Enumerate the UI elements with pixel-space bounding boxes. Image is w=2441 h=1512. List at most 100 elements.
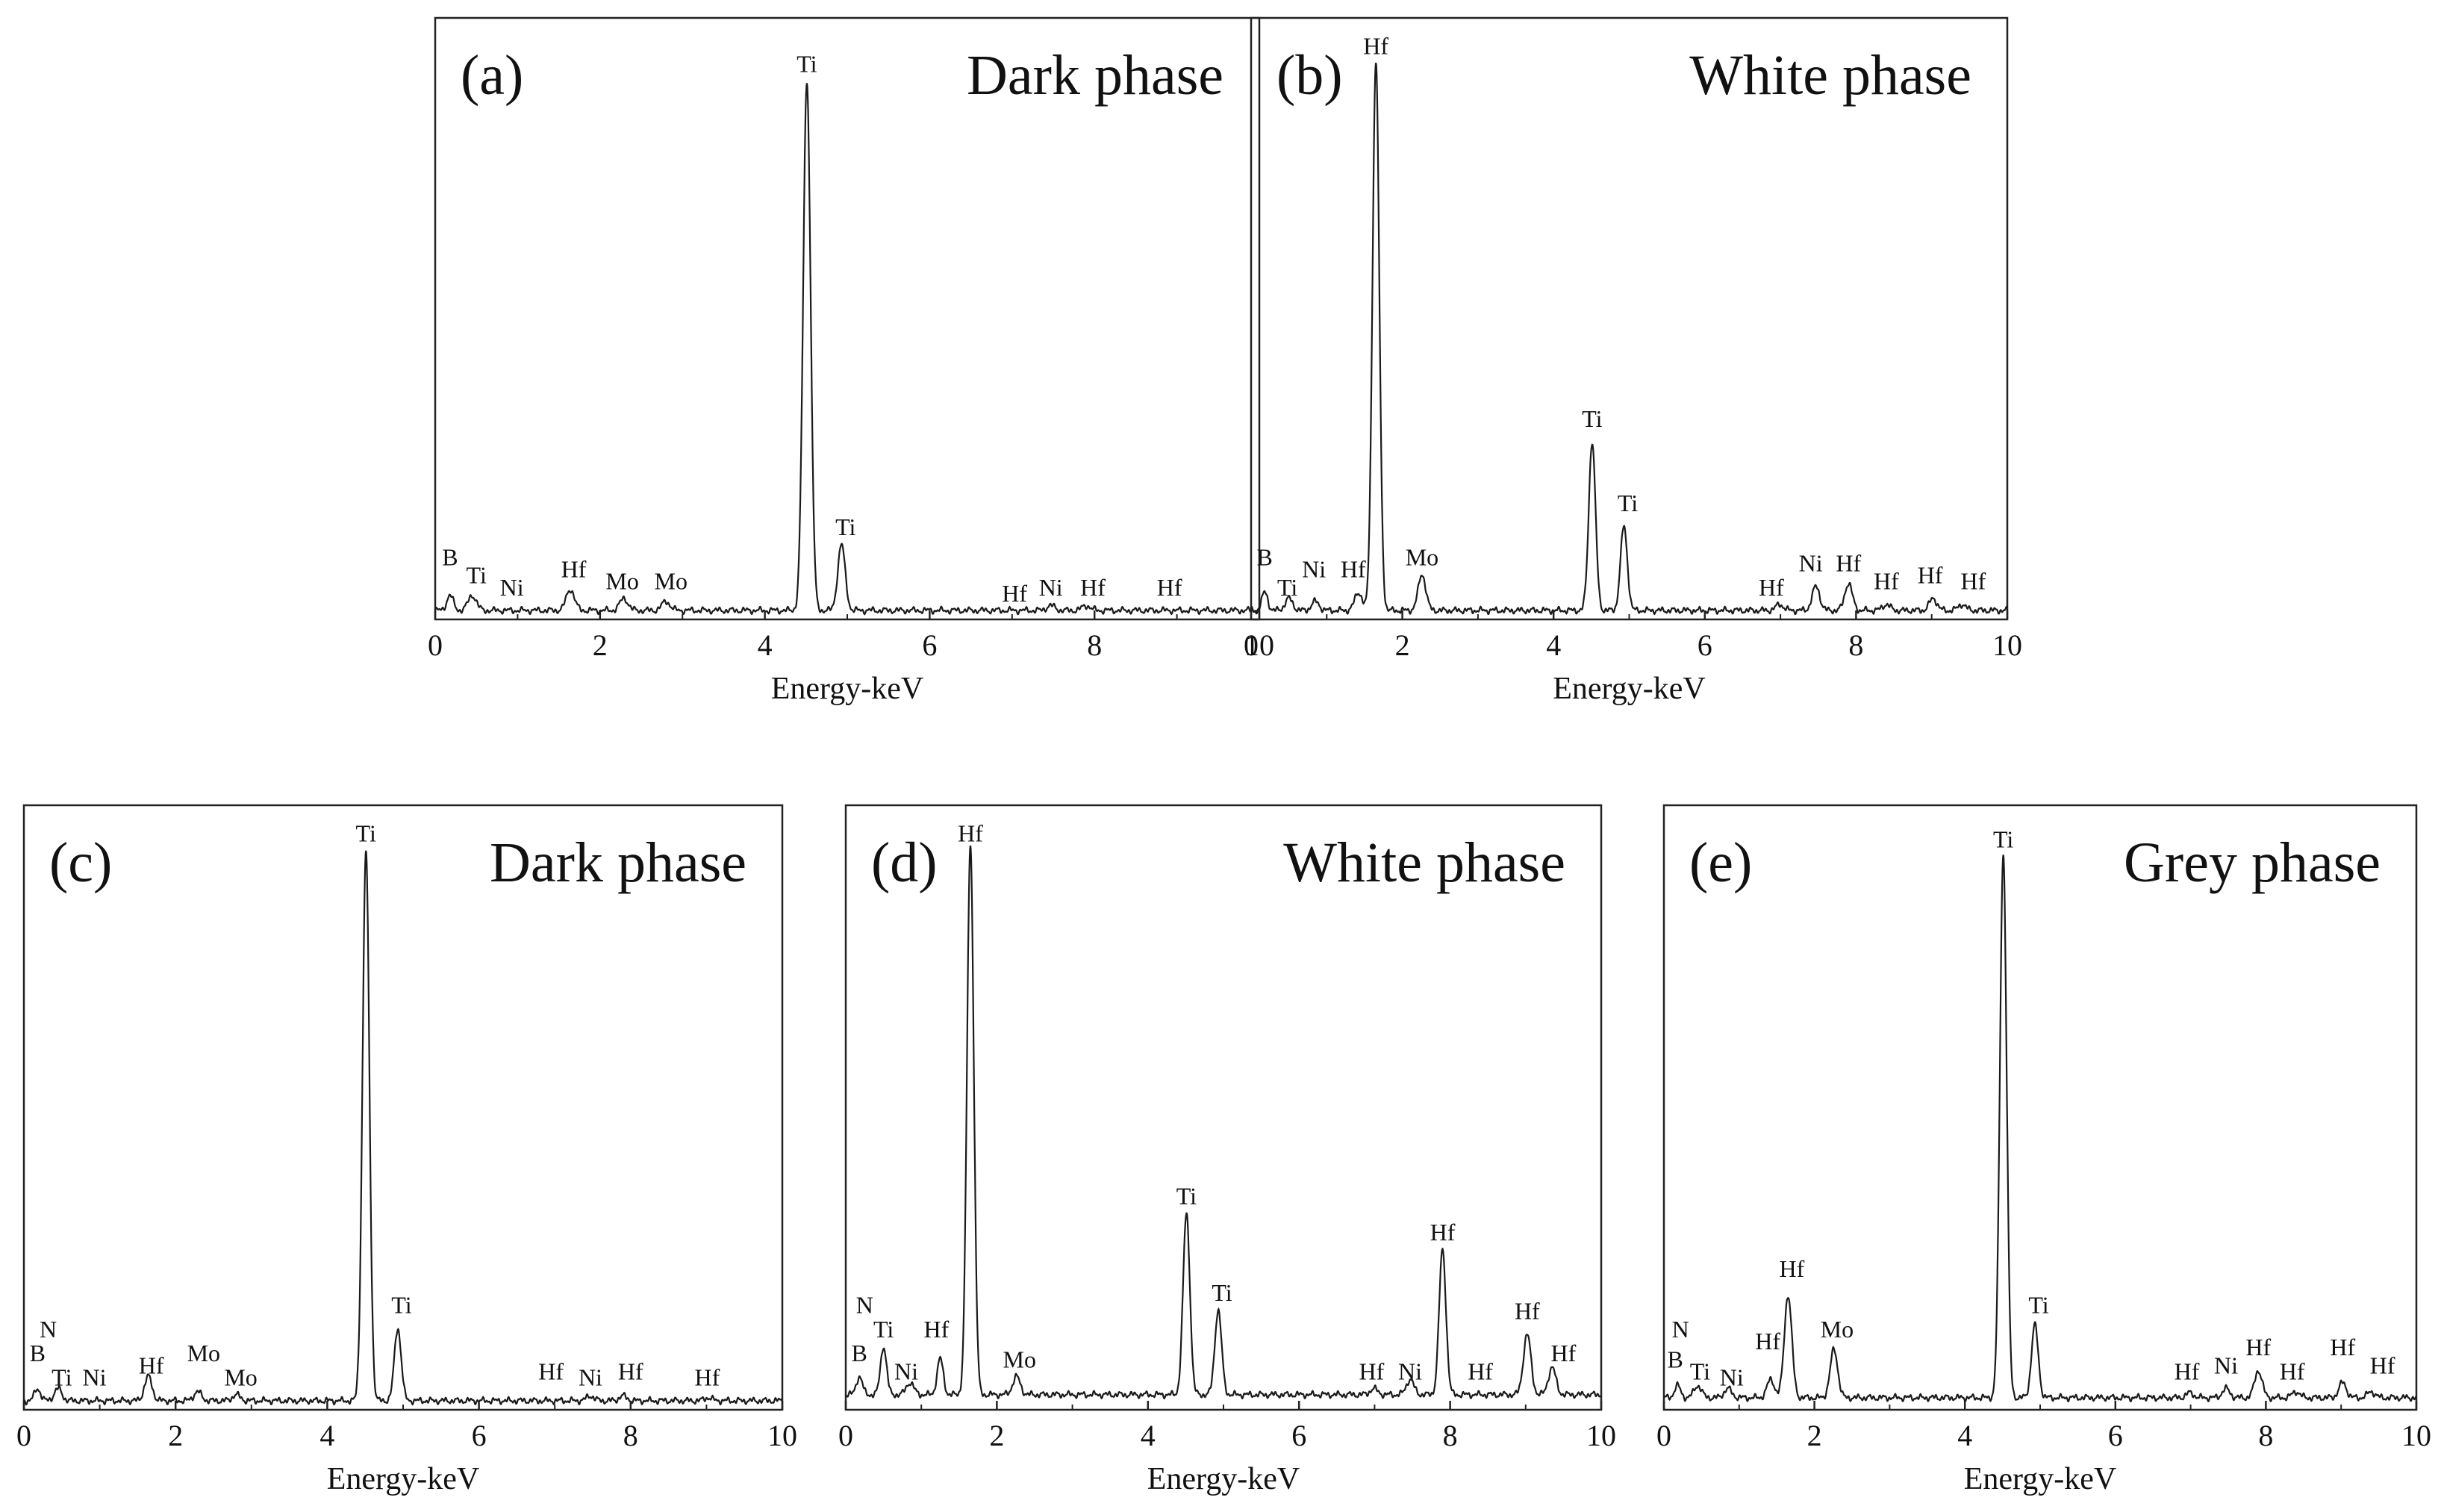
element-peak-label: Ti [1690,1358,1710,1385]
element-peak-label: B [442,543,458,570]
element-peak-label: Hf [561,556,587,583]
element-peak-label: Ti [835,513,855,540]
x-tick-label: 6 [1291,1419,1306,1452]
element-peak-label: Ni [500,574,524,601]
element-peak-label: Ti [52,1364,72,1391]
element-peak-label: Hf [695,1364,720,1391]
element-peak-label: Ni [1302,556,1326,583]
element-peak-label: Hf [1515,1298,1540,1325]
element-peak-label: Hf [1430,1219,1456,1246]
x-tick-label: 6 [1698,628,1712,662]
spectrum-line [845,845,1602,1400]
element-peak-label: B [30,1340,46,1366]
x-tick-label: 0 [838,1419,853,1452]
element-peak-label: Hf [1157,574,1182,601]
x-axis-label: Energy-keV [1553,672,1705,706]
element-peak-label: Ti [2028,1291,2048,1318]
x-tick-label: 4 [1141,1419,1156,1452]
element-peak-label: Ni [894,1358,918,1385]
element-peak-label: Ti [467,562,487,589]
element-peak-label: Ti [873,1316,894,1343]
element-peak-label: Ti [1277,574,1297,601]
x-tick-label: 4 [1546,628,1561,662]
element-peak-label: N [856,1291,873,1318]
x-axis-label: Energy-keV [771,672,923,706]
element-peak-label: Ti [1582,405,1602,432]
x-tick-label: 0 [1656,1419,1671,1452]
element-peak-label: Hf [924,1316,950,1343]
x-axis-label: Energy-keV [1147,1462,1300,1496]
x-tick-label: 0 [16,1419,31,1452]
x-tick-label: 8 [1443,1419,1458,1452]
element-peak-label: Ti [1618,490,1638,516]
element-peak-label: Ni [2214,1352,2238,1378]
plot-frame [1662,804,2418,1411]
x-tick-label: 0 [428,628,443,662]
x-axis-label: Energy-keV [1964,1462,2116,1496]
x-axis-label: Energy-keV [327,1462,479,1496]
element-peak-label: Hf [139,1352,164,1378]
x-tick-label: 0 [1244,628,1259,662]
element-peak-label: Hf [1755,1328,1780,1355]
element-peak-label: Mo [605,568,638,595]
element-peak-label: Hf [1468,1358,1493,1385]
element-peak-label: Hf [2330,1334,2355,1361]
element-peak-label: Hf [2280,1358,2305,1385]
element-peak-label: Hf [1002,580,1027,607]
x-tick-label: 6 [472,1419,487,1452]
spectrum-line [23,850,784,1406]
phase-title: White phase [1283,831,1565,894]
element-peak-label: Mo [1406,543,1438,570]
x-tick-label: 2 [593,628,608,662]
panel-label: (b) [1276,44,1343,107]
element-peak-label: Hf [1918,562,1943,589]
x-tick-label: 10 [1244,628,1274,662]
element-peak-label: Ni [1720,1364,1744,1391]
element-peak-label: Hf [1080,574,1106,601]
x-tick-label: 4 [1957,1419,1972,1452]
element-peak-label: Ni [82,1364,106,1391]
x-tick-label: 10 [2401,1419,2431,1452]
element-peak-label: Hf [1836,550,1861,577]
x-tick-label: 10 [1992,628,2022,662]
element-peak-label: B [852,1340,867,1366]
element-peak-label: Mo [224,1364,257,1391]
eds-panel-5: 0 2 4 6 8 10 Energy-keV (e) Grey phase Ti Ti Hf Mo NB… [1656,804,2431,1496]
spectrum-line [434,83,1260,616]
phase-title: Grey phase [2124,831,2381,894]
element-peak-label: Ti [1176,1183,1197,1210]
element-peak-label: Ti [1993,826,2013,853]
element-peak-label: Hf [958,820,983,847]
x-tick-label: 8 [623,1419,638,1452]
x-tick-label: 10 [1586,1419,1616,1452]
phase-title: Dark phase [490,831,746,894]
x-tick-label: 8 [1087,628,1102,662]
element-peak-label: Hf [1759,574,1784,601]
eds-panel-4: 0 2 4 6 8 10 Energy-keV (d) White phase Hf Ti Ti Hf H… [838,804,1616,1496]
element-peak-label: Ni [1398,1358,1422,1385]
element-peak-label: Hf [1551,1340,1577,1366]
x-tick-label: 2 [989,1419,1004,1452]
spectrum-line [1250,62,2009,616]
phase-title: Dark phase [967,44,1223,107]
element-peak-label: Hf [1961,568,1986,595]
element-peak-label: Hf [538,1358,564,1385]
x-tick-label: 2 [168,1419,183,1452]
x-tick-label: 8 [2258,1419,2273,1452]
element-peak-label: Hf [2370,1352,2395,1378]
x-tick-label: 4 [758,628,773,662]
panel-label: (a) [461,44,523,107]
element-peak-label: Hf [1363,32,1388,59]
plot-frame [22,804,784,1411]
element-peak-label: Hf [2245,1334,2271,1361]
element-peak-label: Hf [1874,568,1899,595]
element-peak-label: B [1667,1346,1683,1372]
eds-panel-1: 0 2 4 6 8 10 Energy-keV (a) Dark phase Ti Ti B Ti Ni H… [428,16,1274,706]
x-tick-label: 6 [2108,1419,2123,1452]
element-peak-label: Hf [1341,556,1366,583]
x-tick-label: 2 [1395,628,1410,662]
panel-label: (d) [871,831,938,894]
element-peak-label: N [1672,1316,1689,1343]
